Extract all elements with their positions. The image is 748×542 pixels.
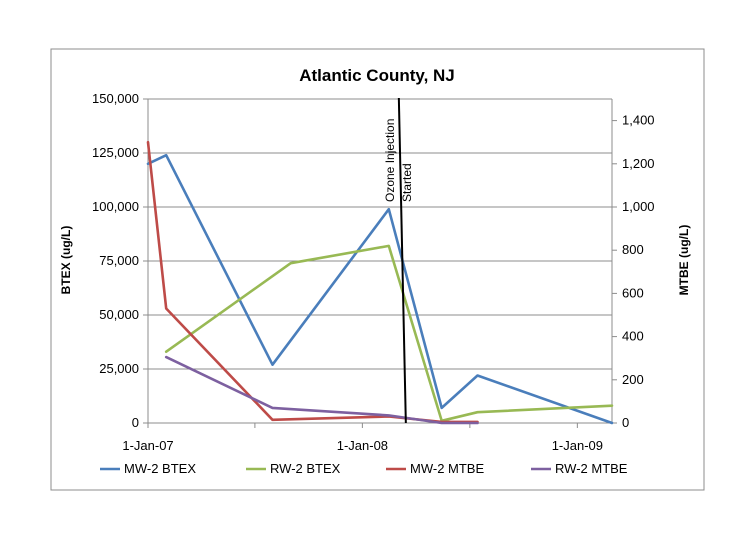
y-right-tick-label: 1,200 <box>622 156 655 171</box>
legend-label-rw-2-mtbe: RW-2 MTBE <box>555 461 628 476</box>
y-right-tick-label: 1,400 <box>622 113 655 128</box>
y-axis-right-title: MTBE (ug/L) <box>677 225 691 296</box>
y-right-tick-label: 200 <box>622 372 644 387</box>
right-axis: 0 200 400 600 800 1,000 1,200 1,400 <box>612 113 655 430</box>
x-tick-label: 1-Jan-08 <box>337 438 388 453</box>
annotation-line <box>397 97 407 424</box>
y-right-tick-label: 600 <box>622 285 644 300</box>
x-tick-label: 1-Jan-09 <box>552 438 603 453</box>
y-left-tick-label: 125,000 <box>92 145 139 160</box>
legend-label-rw-2-btex: RW-2 BTEX <box>270 461 341 476</box>
legend: MW-2 BTEX RW-2 BTEX MW-2 MTBE RW-2 MTBE <box>100 461 628 476</box>
chart-title: Atlantic County, NJ <box>299 66 455 85</box>
y-left-tick-label: 75,000 <box>99 253 139 268</box>
y-axis-left-title: BTEX (ug/L) <box>59 226 73 295</box>
chart-frame <box>50 48 705 491</box>
y-right-tick-label: 1,000 <box>622 199 655 214</box>
y-left-tick-label: 150,000 <box>92 91 139 106</box>
y-right-tick-label: 400 <box>622 329 644 344</box>
x-axis: 1-Jan-07 1-Jan-08 1-Jan-09 <box>122 423 603 453</box>
left-axis: 0 25,000 50,000 75,000 100,000 125,000 150,000 <box>92 91 148 430</box>
series-layer <box>146 140 614 425</box>
x-tick-label: 1-Jan-07 <box>122 438 173 453</box>
legend-label-mw-2-mtbe: MW-2 MTBE <box>410 461 484 476</box>
y-right-tick-label: 0 <box>622 415 629 430</box>
annotation-text: Started <box>400 163 414 202</box>
y-left-tick-label: 100,000 <box>92 199 139 214</box>
series-line-rw-2-btex <box>164 244 614 423</box>
annotation: Ozone Injection Started <box>383 97 414 424</box>
y-left-tick-label: 25,000 <box>99 361 139 376</box>
series-line-mw-2-btex <box>146 153 614 425</box>
y-right-tick-label: 800 <box>622 242 644 257</box>
annotation-text: Ozone Injection <box>383 119 397 202</box>
y-left-tick-label: 0 <box>132 415 139 430</box>
y-left-tick-label: 50,000 <box>99 307 139 322</box>
gridlines <box>148 98 612 370</box>
series-line-rw-2-mtbe <box>164 355 479 425</box>
legend-label-mw-2-btex: MW-2 BTEX <box>124 461 196 476</box>
